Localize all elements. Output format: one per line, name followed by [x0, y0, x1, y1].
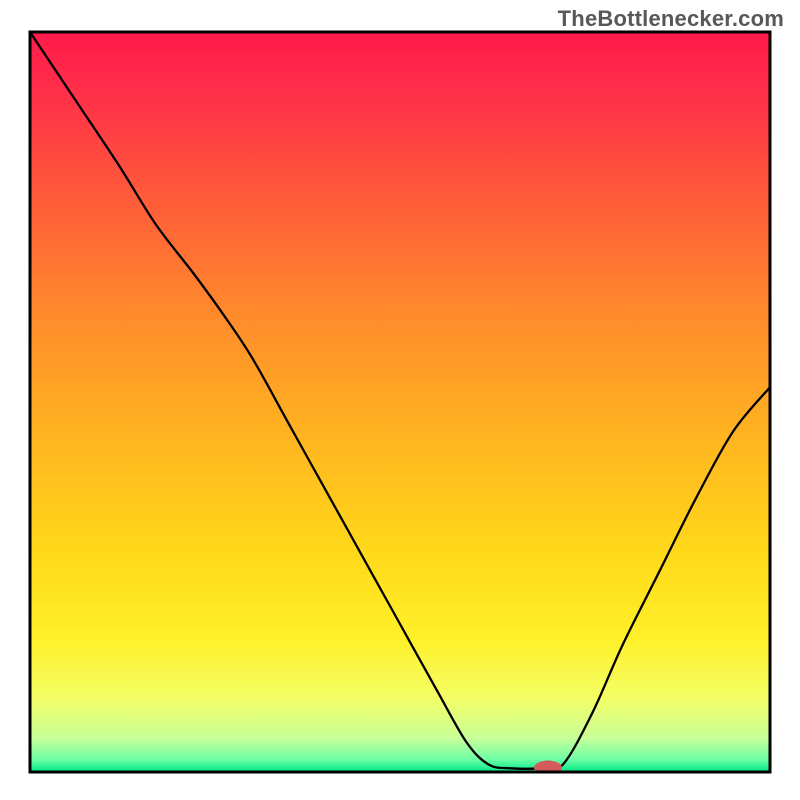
chart-container: TheBottlenecker.com [0, 0, 800, 800]
bottleneck-chart [0, 0, 800, 800]
plot-background [30, 32, 770, 772]
watermark-text: TheBottlenecker.com [558, 6, 784, 32]
